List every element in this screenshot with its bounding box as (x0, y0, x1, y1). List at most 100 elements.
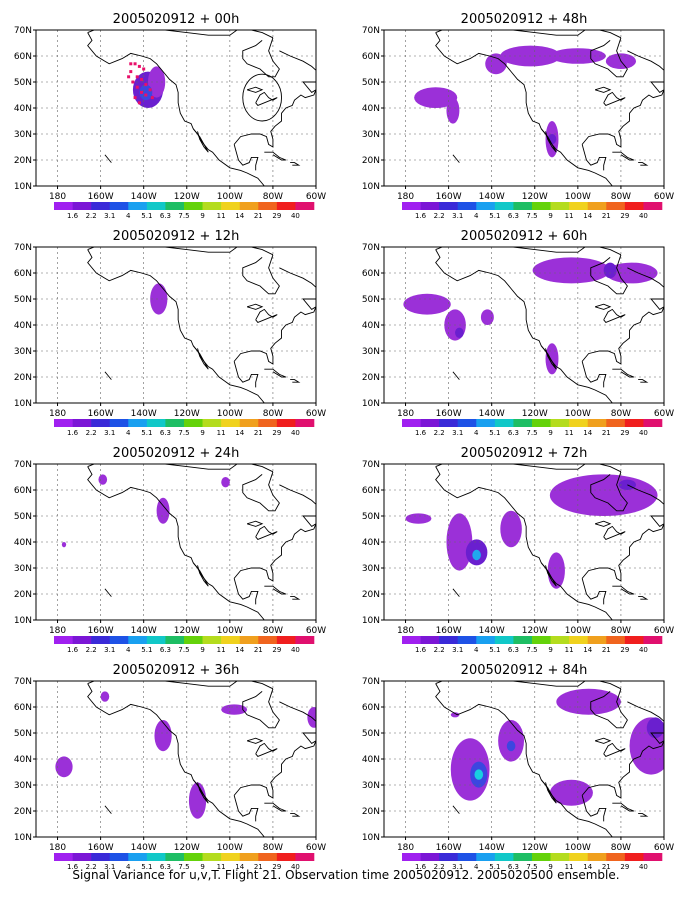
colorbar-swatch (109, 853, 129, 861)
x-tick-label: 160W (88, 626, 114, 636)
colorbar-swatch (239, 853, 259, 861)
coastline (233, 795, 259, 822)
colorbar-swatch (165, 202, 185, 210)
colorbar-label: 40 (291, 429, 300, 437)
colorbar-label: 7.5 (178, 212, 189, 220)
coastline (246, 737, 264, 744)
colorbar-swatch (91, 853, 111, 861)
variance-contour (480, 309, 494, 326)
coastline (242, 37, 280, 78)
colorbar-swatch (587, 853, 607, 861)
x-tick-label: 60W (306, 192, 326, 202)
coastline (192, 562, 209, 587)
y-tick-label: 20N (14, 590, 32, 600)
variance-contour (532, 257, 611, 284)
colorbar-swatch (587, 419, 607, 427)
colorbar-swatch (72, 853, 92, 861)
coastline (233, 578, 259, 605)
map-panel: 2005020912 + 12h 70N 60N 50N 40N 30N 20N 10N 180… (14, 229, 326, 437)
y-tick-label: 20N (362, 590, 380, 600)
target-region-circle (242, 73, 282, 122)
x-tick-label: 140W (131, 843, 157, 853)
variance-contour (188, 782, 207, 819)
colorbar-label: 40 (639, 212, 648, 220)
colorbar-swatch (513, 202, 533, 210)
x-tick-label: 140W (479, 626, 505, 636)
x-tick-label: 160W (436, 843, 462, 853)
dropsonde-point (137, 64, 141, 68)
colorbar-swatch (420, 636, 440, 644)
coastline (581, 361, 607, 388)
colorbar-label: 11 (565, 646, 574, 654)
dropsonde-point (144, 83, 148, 87)
colorbar-label: 6.3 (160, 429, 171, 437)
panel-title: 2005020912 + 48h (461, 12, 588, 27)
x-tick-label: 120W (522, 409, 548, 419)
colorbar-label: 5.1 (489, 429, 500, 437)
colorbar-swatch (258, 853, 278, 861)
colorbar-swatch (221, 853, 241, 861)
colorbar-swatch (184, 853, 203, 861)
colorbar-label: 1.6 (415, 863, 427, 871)
y-tick-label: 70N (14, 243, 32, 253)
colorbar-swatch (569, 636, 589, 644)
colorbar-label: 21 (602, 863, 611, 871)
x-tick-label: 80W (263, 626, 283, 636)
colorbar-label: 7.5 (526, 429, 537, 437)
colorbar-label: 14 (583, 863, 592, 871)
variance-contour (455, 327, 464, 338)
colorbar-label: 21 (254, 212, 263, 220)
coastline (590, 471, 628, 512)
colorbar-label: 6.3 (160, 212, 171, 220)
colorbar-swatch (439, 202, 459, 210)
variance-contour (156, 497, 170, 524)
x-tick-label: 80W (263, 192, 283, 202)
panel-title: 2005020912 + 72h (461, 446, 588, 461)
x-tick-label: 180 (49, 843, 66, 853)
x-tick-label: 100W (565, 192, 591, 202)
colorbar-swatch (165, 419, 185, 427)
colorbar-swatch (569, 202, 589, 210)
colorbar-label: 21 (254, 863, 263, 871)
colorbar-label: 7.5 (526, 212, 537, 220)
x-tick-label: 180 (397, 192, 414, 202)
coastline (87, 249, 265, 403)
colorbar-swatch (624, 636, 644, 644)
coastline (264, 802, 287, 812)
coastline (290, 379, 301, 383)
colorbar-label: 9 (200, 863, 204, 871)
colorbar-swatch (606, 419, 626, 427)
coastline (233, 732, 316, 799)
coastline (192, 779, 209, 804)
map-panel: 2005020912 + 84h 70N 60N 50N 40N 30N 20N 10N 180… (362, 663, 674, 871)
variance-contour (474, 769, 484, 780)
coastline (279, 484, 316, 516)
colorbar-label: 1.6 (67, 863, 79, 871)
colorbar-label: 6.3 (508, 212, 519, 220)
x-tick-label: 100W (217, 843, 243, 853)
coastline (581, 578, 607, 605)
dropsonde-point (135, 85, 139, 89)
variance-contour (403, 293, 451, 315)
coastline (242, 254, 280, 295)
colorbar-label: 9 (548, 646, 552, 654)
dropsonde-point (133, 62, 137, 66)
coastline (638, 596, 649, 600)
variance-contour (221, 477, 230, 488)
colorbar-swatch (643, 853, 663, 861)
colorbar-swatch (109, 419, 129, 427)
dropsonde-point (127, 75, 131, 79)
colorbar-swatch (420, 202, 440, 210)
colorbar-label: 2.2 (434, 429, 445, 437)
colorbar-label: 29 (620, 429, 629, 437)
colorbar-swatch (276, 419, 296, 427)
coastline (627, 50, 664, 82)
colorbar-swatch (146, 202, 166, 210)
x-tick-label: 60W (306, 843, 326, 853)
y-tick-label: 30N (362, 781, 380, 791)
colorbar-swatch (276, 853, 296, 861)
y-tick-label: 70N (362, 677, 380, 687)
x-tick-label: 160W (436, 409, 462, 419)
colorbar-label: 9 (200, 429, 204, 437)
coastline (264, 585, 287, 595)
